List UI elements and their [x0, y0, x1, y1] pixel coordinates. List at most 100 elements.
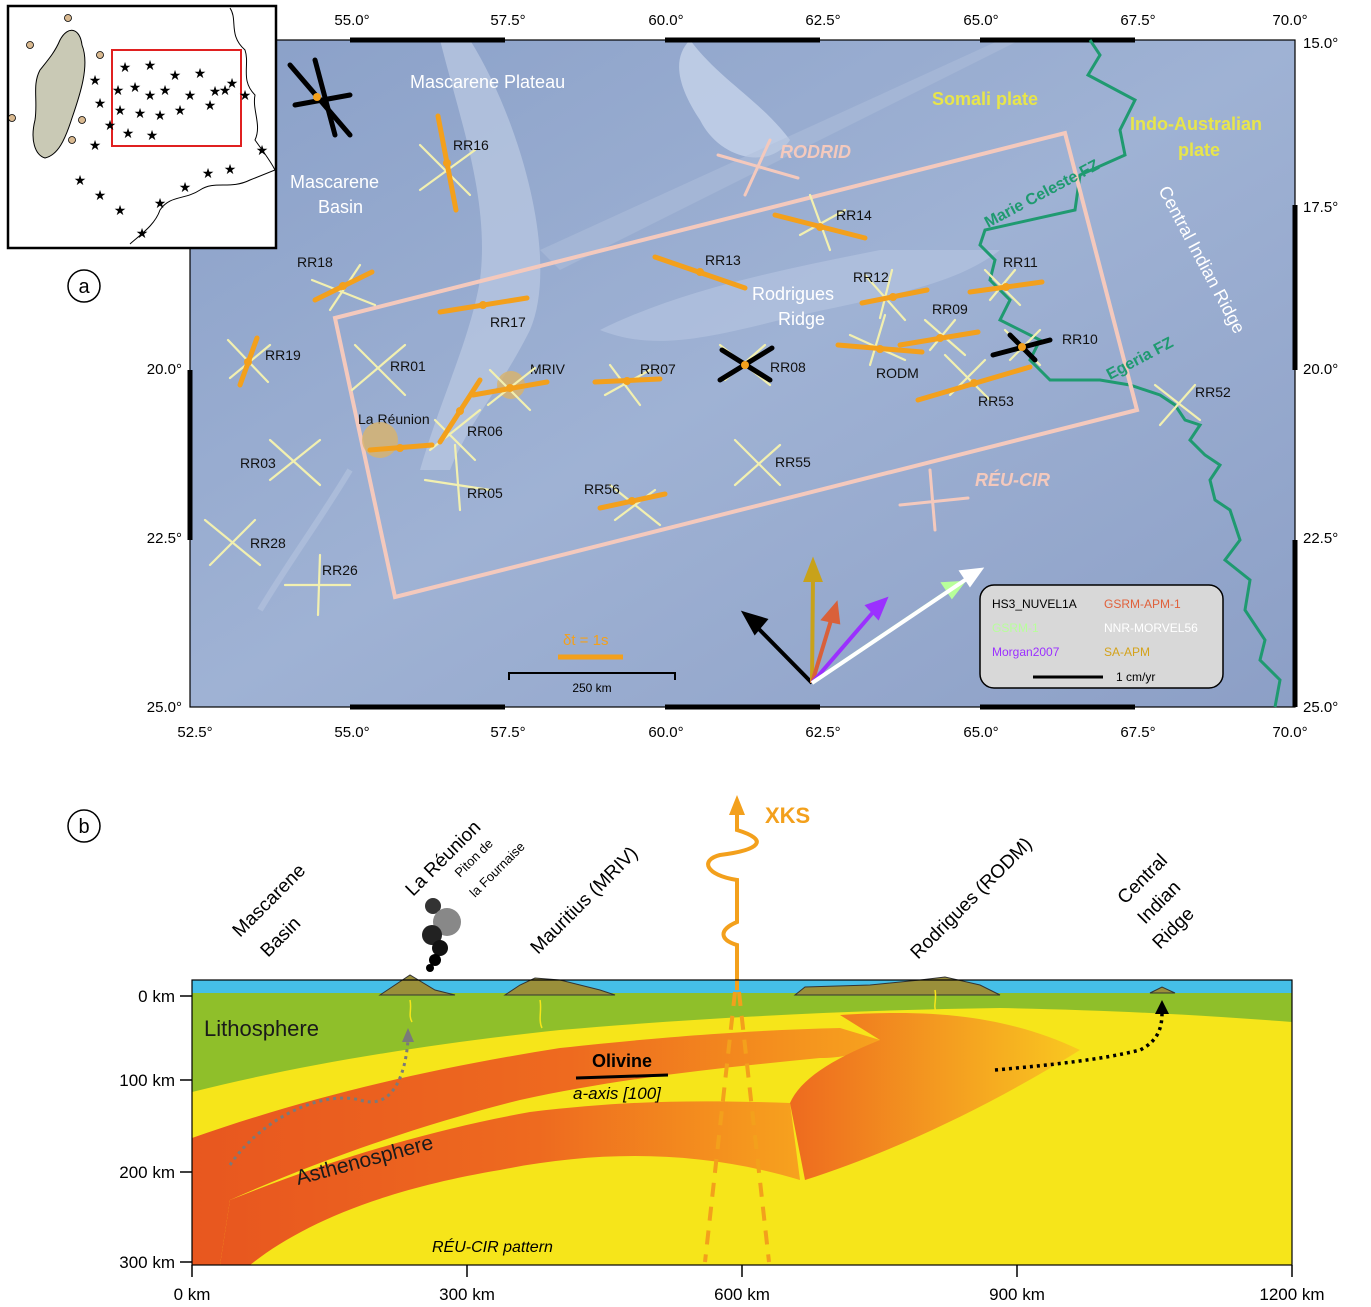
- station-rr01: RR01: [390, 358, 426, 374]
- mauritius-label: Mauritius (MRIV): [527, 843, 643, 959]
- xks-arrowhead: [729, 795, 745, 815]
- station-measurements: [203, 57, 1202, 617]
- svg-text:★: ★: [239, 87, 252, 103]
- reunion-island: [362, 422, 398, 458]
- dist-tick-1200: 1200 km: [1259, 1285, 1324, 1304]
- legend-scale-label: 1 cm/yr: [1116, 670, 1155, 684]
- mauritius-conduit: [539, 999, 543, 1029]
- station-rr56: RR56: [584, 481, 620, 497]
- fracture-zone-shape: [540, 40, 1020, 270]
- svg-text:★: ★: [204, 97, 217, 113]
- lon-tick-bottom-5: 62.5°: [805, 724, 840, 741]
- rodrigues-ridge-label-2: Ridge: [778, 309, 825, 329]
- lon-tick-top-6: 67.5°: [1120, 12, 1155, 29]
- legend-sa: SA-APM: [1104, 645, 1150, 659]
- indo-australian-label-1: Indo-Australian: [1130, 114, 1262, 134]
- reunion-conduit: [409, 999, 413, 1023]
- svg-text:★: ★: [174, 102, 187, 118]
- svg-text:★: ★: [256, 142, 269, 158]
- olivine-label: Olivine: [592, 1051, 652, 1071]
- section-panel: b: [67, 795, 1325, 1304]
- svg-text:★: ★: [89, 137, 102, 153]
- aaxis-label: a-axis [100]: [573, 1084, 662, 1103]
- lon-tick-bottom-4: 60.0°: [648, 724, 683, 741]
- lat-tick-left-3: 25.0°: [147, 699, 182, 716]
- lat-tick-right-2: 17.5°: [1303, 199, 1338, 216]
- svg-text:★: ★: [154, 195, 167, 211]
- svg-text:★: ★: [154, 107, 167, 123]
- svg-text:★: ★: [159, 82, 172, 98]
- madagascar-shape: [32, 30, 86, 159]
- station-rr16: RR16: [453, 137, 489, 153]
- station-rr12: RR12: [853, 269, 889, 285]
- olivine-axis-bar: [575, 1073, 669, 1080]
- lon-tick-bottom-3: 57.5°: [490, 724, 525, 741]
- lat-tick-right-3: 20.0°: [1303, 361, 1338, 378]
- legend-hs3: HS3_NUVEL1A: [992, 597, 1077, 611]
- reu-cir-label: RÉU-CIR: [975, 469, 1050, 490]
- station-rodm: RODM: [876, 365, 919, 381]
- station-rr14: RR14: [836, 207, 872, 223]
- station-rr52: RR52: [1195, 384, 1231, 400]
- panel-b-badge: [67, 809, 101, 843]
- asthenosphere-flow-lower: [220, 1101, 800, 1265]
- lon-tick-bottom-7: 67.5°: [1120, 724, 1155, 741]
- mriv-label: MRIV: [530, 361, 566, 377]
- lithosphere-layer: [192, 993, 1292, 1092]
- dist-tick-300: 300 km: [439, 1285, 495, 1304]
- lat-tick-left-2: 22.5°: [147, 530, 182, 547]
- dt-scale-label: δt = 1s: [563, 632, 608, 649]
- svg-text:★: ★: [114, 202, 127, 218]
- lon-tick-top-2: 57.5°: [490, 12, 525, 29]
- somali-plate-label: Somali plate: [932, 89, 1038, 109]
- svg-text:★: ★: [114, 102, 127, 118]
- station-rr18: RR18: [297, 254, 333, 270]
- legend-gsrm: GSRM-APM-1: [1104, 597, 1181, 611]
- study-box: [332, 130, 1140, 600]
- svg-text:★: ★: [104, 117, 117, 133]
- station-rr26: RR26: [322, 562, 358, 578]
- inset-study-area: [111, 49, 242, 147]
- inset-map: ★ ★★ ★★ ★ ★ ★ ★ ★ ★ ★ ★ ★ ★ ★★★ ★ ★ ★★★★★ ★★★ ★★ ★★★: [6, 4, 278, 250]
- panel-b-label: b: [78, 816, 89, 838]
- xks-ray-path: [706, 815, 759, 960]
- svg-text:★: ★: [226, 75, 239, 91]
- svg-text:★: ★: [129, 79, 142, 95]
- station-rr19: RR19: [265, 347, 301, 363]
- lon-tick-bottom-6: 65.0°: [963, 724, 998, 741]
- xks-cone-right: [737, 991, 771, 1263]
- rodrigues-relief: [793, 976, 1001, 996]
- svg-text:★: ★: [94, 95, 107, 111]
- ridge-flow-arrowhead: [1155, 1000, 1169, 1014]
- dist-tick-600: 600 km: [714, 1285, 770, 1304]
- map-panel: 55.0° 57.5° 60.0° 62.5° 65.0° 67.5° 70.0…: [6, 4, 1338, 741]
- depth-tick-100: 100 km: [119, 1071, 175, 1090]
- xks-label: XKS: [765, 803, 810, 828]
- cir-wedge-flow: [790, 1013, 1080, 1180]
- shoal-shape: [679, 40, 790, 158]
- inset-ridge-line: [129, 7, 276, 245]
- station-rr10: RR10: [1062, 331, 1098, 347]
- legend-nnr: NNR-MORVEL56: [1104, 621, 1198, 635]
- ridge-flow-arrow: [994, 1011, 1164, 1072]
- rodrigues-ridge-shape: [600, 250, 1000, 341]
- lon-tick-bottom-2: 55.0°: [334, 724, 369, 741]
- lon-tick-top-5: 65.0°: [963, 12, 998, 29]
- ocean-layer: [192, 980, 1292, 996]
- lat-tick-right-1: 15.0°: [1303, 35, 1338, 52]
- station-rr07: RR07: [640, 361, 676, 377]
- svg-text:★: ★: [122, 125, 135, 141]
- station-rr03: RR03: [240, 455, 276, 471]
- cir-relief: [1149, 986, 1176, 994]
- station-rr11: RR11: [1003, 254, 1038, 270]
- lon-tick-top-3: 60.0°: [648, 12, 683, 29]
- rodrigues-label: Rodrigues (RODM): [907, 834, 1037, 964]
- dist-tick-900: 900 km: [989, 1285, 1045, 1304]
- panel-a-badge: [67, 269, 101, 303]
- station-rr08: RR08: [770, 359, 806, 375]
- svg-text:★: ★: [146, 127, 159, 143]
- lat-tick-left-1: 20.0°: [147, 361, 182, 378]
- legend: HS3_NUVEL1A GSRM-APM-1 GSRM-1 NNR-MORVEL…: [979, 584, 1224, 689]
- lon-tick-bottom-1: 52.5°: [177, 724, 212, 741]
